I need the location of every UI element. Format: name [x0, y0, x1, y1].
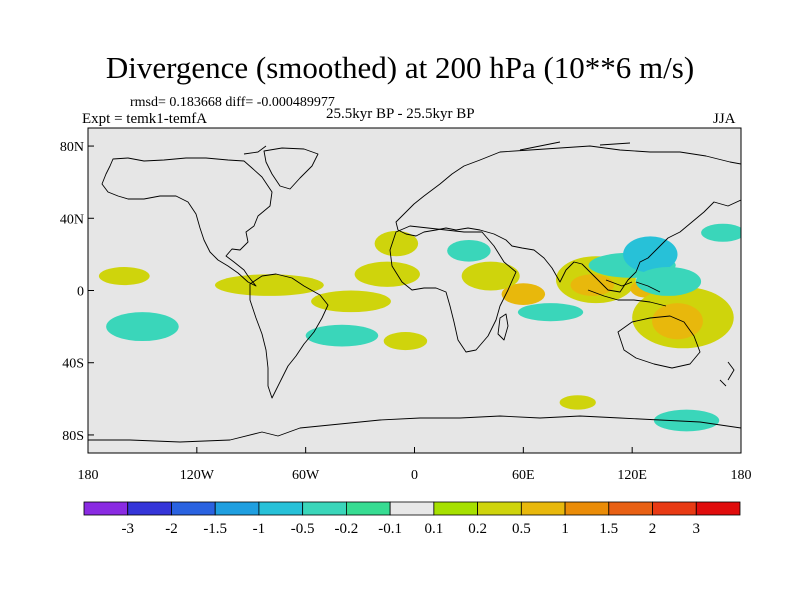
divergence-cell-10	[461, 261, 520, 291]
divergence-cell-7	[635, 267, 702, 296]
colorbar-swatch-3	[214, 501, 260, 516]
divergence-cell-16	[98, 267, 150, 286]
season-label: JJA	[713, 111, 736, 127]
south-america-coast	[249, 273, 329, 399]
madagascar-coast	[497, 313, 509, 341]
colorbar-label: -0.5	[291, 521, 315, 537]
divergence-cell-19	[383, 332, 428, 351]
lat-label: 0	[77, 285, 84, 300]
lat-label: 40N	[60, 212, 84, 227]
stats-line: rmsd= 0.183668 diff= -0.000489977	[130, 95, 335, 110]
divergence-cell-15	[214, 274, 324, 296]
lon-label: 60E	[512, 468, 535, 483]
colorbar-swatch-8	[433, 501, 479, 516]
divergence-cell-12	[374, 230, 419, 257]
divergence-cell-22	[653, 409, 720, 432]
lon-label: 60W	[292, 468, 320, 483]
divergence-cell-20	[701, 223, 741, 242]
arctic-islands-coast	[243, 141, 631, 155]
colorbar-label: -0.1	[378, 521, 402, 537]
antarctica-coast	[88, 415, 741, 443]
new-zealand-coast	[719, 361, 735, 387]
divergence-cell-9	[501, 283, 546, 305]
divergence-field	[98, 223, 741, 432]
colorbar-swatch-4	[258, 501, 304, 516]
colorbar-swatch-2	[171, 501, 216, 516]
divergence-cell-13	[354, 261, 420, 287]
australia-coast	[617, 315, 701, 369]
lat-label: 80N	[60, 140, 84, 155]
map-axes: 80N 40N 0 40S 80S 180 120W 60W 0 60E 120E 180	[60, 140, 752, 483]
divergence-cell-1	[570, 274, 615, 296]
lat-label: 80S	[62, 429, 84, 444]
colorbar-label: 1.5	[599, 521, 618, 537]
colorbar-label: 3	[693, 521, 701, 537]
colorbar-label: 0.2	[468, 521, 487, 537]
colorbar-swatch-12	[608, 501, 653, 516]
africa-coast	[389, 225, 517, 353]
lon-label: 180	[78, 468, 99, 483]
europe-asia-coast	[395, 145, 741, 293]
divergence-cell-18	[305, 324, 379, 347]
divergence-cell-14	[311, 290, 391, 313]
colorbar-label: -1.5	[203, 521, 227, 537]
north-america-coast	[101, 157, 273, 287]
colorbar-swatch-7	[389, 501, 435, 516]
indonesia-coast	[587, 279, 667, 307]
coastlines	[88, 141, 741, 443]
colorbar-swatch-0	[83, 501, 129, 516]
divergence-cell-11	[447, 239, 491, 262]
colorbar-swatch-9	[477, 501, 522, 516]
colorbar-label: -3	[121, 521, 134, 537]
colorbar-swatch-13	[652, 501, 697, 516]
colorbar-label: -2	[165, 521, 178, 537]
colorbar-swatch-10	[520, 501, 566, 516]
colorbar-label: -1	[253, 521, 266, 537]
divergence-cell-6	[623, 236, 678, 273]
colorbar-label: 1	[561, 521, 569, 537]
lat-label: 40S	[62, 357, 84, 372]
lon-label: 120W	[180, 468, 215, 483]
divergence-cell-21	[559, 395, 596, 410]
greenland-coast	[263, 147, 319, 190]
lon-label: 0	[411, 468, 418, 483]
colorbar-swatch-11	[564, 501, 610, 516]
divergence-cell-4	[652, 303, 703, 340]
lon-label: 120E	[617, 468, 647, 483]
colorbar-swatch-14	[695, 501, 741, 516]
figure-title: Divergence (smoothed) at 200 hPa (10**6 …	[105, 50, 695, 85]
colorbar: -3 -2 -1.5 -1 -0.5 -0.2 -0.1 0.1 0.2 0.5 1 1.5 2 3	[83, 501, 741, 537]
lon-label: 180	[731, 468, 752, 483]
experiment-label: Expt = temk1-temfA	[82, 111, 208, 127]
colorbar-label: 0.5	[512, 521, 531, 537]
colorbar-swatch-5	[302, 501, 347, 516]
colorbar-label: 2	[649, 521, 657, 537]
period-label: 25.5kyr BP - 25.5kyr BP	[326, 106, 475, 122]
colorbar-label: 0.1	[424, 521, 443, 537]
colorbar-swatch-1	[127, 501, 172, 516]
colorbar-swatch-6	[345, 501, 391, 516]
colorbar-label: -0.2	[335, 521, 359, 537]
divergence-cell-8	[517, 303, 584, 322]
divergence-cell-17	[106, 312, 179, 342]
